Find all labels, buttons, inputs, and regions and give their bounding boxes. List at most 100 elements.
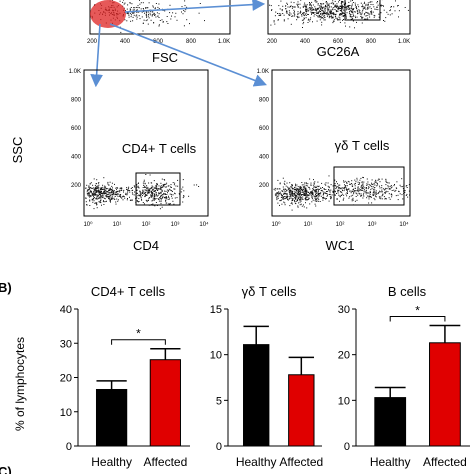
event-dot	[287, 199, 289, 201]
event-dot	[368, 202, 370, 204]
tick-label: 200	[87, 39, 98, 45]
event-dot	[112, 190, 114, 192]
event-dot	[322, 8, 324, 9]
event-dot	[306, 185, 308, 187]
event-dot	[306, 9, 308, 11]
event-dot	[384, 192, 386, 194]
event-dot	[321, 12, 323, 14]
event-dot	[99, 194, 100, 195]
event-dot	[86, 184, 88, 186]
event-dot	[305, 189, 307, 190]
event-dot	[297, 206, 299, 208]
cd4-x-ticks: 10⁰ 10¹ 10² 10³ 10⁴	[83, 221, 209, 228]
event-dot	[322, 6, 324, 8]
event-dot	[312, 9, 314, 11]
event-dot	[355, 6, 357, 8]
event-dot	[317, 188, 319, 190]
event-dot	[312, 193, 314, 195]
event-dot	[96, 191, 98, 193]
event-dot	[100, 189, 102, 190]
event-dot	[183, 190, 185, 192]
event-dot	[281, 203, 283, 205]
event-dot	[279, 191, 281, 193]
event-dot	[322, 13, 324, 14]
event-dot	[117, 187, 119, 189]
bar-affected	[149, 359, 181, 447]
event-dot	[154, 193, 156, 195]
event-dot	[297, 191, 299, 193]
event-dot	[347, 191, 348, 193]
event-dot	[325, 184, 327, 186]
event-dot	[365, 188, 367, 190]
event-dot	[144, 189, 146, 191]
event-dot	[148, 17, 150, 19]
event-dot	[330, 6, 332, 8]
event-dot	[279, 8, 281, 10]
event-dot	[85, 197, 87, 199]
event-dot	[362, 4, 364, 6]
event-dot	[140, 197, 142, 199]
event-dot	[132, 16, 134, 18]
event-dot	[346, 9, 347, 11]
event-dot	[151, 193, 153, 195]
event-dot	[286, 193, 288, 195]
event-dot	[362, 183, 364, 185]
event-dot	[360, 194, 362, 196]
event-dot	[380, 5, 382, 7]
event-dot	[145, 7, 147, 9]
event-dot	[119, 195, 121, 197]
event-dot	[342, 11, 344, 13]
event-dot	[161, 206, 163, 208]
event-dot	[279, 182, 281, 184]
event-dot	[299, 198, 301, 200]
event-dot	[142, 8, 144, 9]
event-dot	[109, 200, 111, 202]
event-dot	[354, 200, 356, 202]
event-dot	[130, 188, 132, 189]
bar-healthy	[243, 344, 270, 447]
event-dot	[385, 17, 387, 19]
event-dot	[309, 178, 311, 180]
event-dot	[168, 197, 170, 198]
event-dot	[297, 4, 299, 6]
event-dot	[373, 197, 375, 199]
event-dot	[311, 13, 312, 15]
event-dot	[304, 188, 306, 190]
event-dot	[335, 188, 337, 190]
event-dot	[293, 15, 295, 17]
event-dot	[125, 193, 127, 195]
event-dot	[290, 6, 291, 7]
event-dot	[116, 194, 118, 196]
event-dot	[328, 200, 330, 202]
event-dot	[316, 200, 318, 202]
event-dot	[155, 202, 157, 203]
event-dot	[96, 196, 98, 198]
event-dot	[95, 186, 97, 188]
event-dot	[292, 200, 294, 201]
event-dot	[365, 11, 367, 13]
event-dot	[357, 187, 359, 189]
event-dot	[318, 185, 320, 187]
event-dot	[361, 22, 363, 24]
event-dot	[329, 11, 331, 13]
event-dot	[163, 193, 165, 195]
event-dot	[284, 180, 286, 182]
event-dot	[337, 191, 339, 193]
event-dot	[351, 10, 353, 12]
event-dot	[127, 189, 129, 191]
event-dot	[328, 17, 330, 19]
event-dot	[355, 181, 357, 183]
event-dot	[381, 195, 383, 197]
event-dot	[184, 0, 186, 2]
event-dot	[158, 25, 160, 27]
event-dot	[370, 188, 372, 190]
tick-label: 1.0K	[398, 39, 410, 45]
event-dot	[296, 184, 298, 186]
event-dot	[324, 191, 326, 193]
event-dot	[341, 191, 343, 193]
event-dot	[105, 191, 107, 193]
event-dot	[372, 185, 374, 187]
event-dot	[303, 204, 304, 206]
event-dot	[296, 189, 297, 191]
event-dot	[102, 186, 104, 188]
